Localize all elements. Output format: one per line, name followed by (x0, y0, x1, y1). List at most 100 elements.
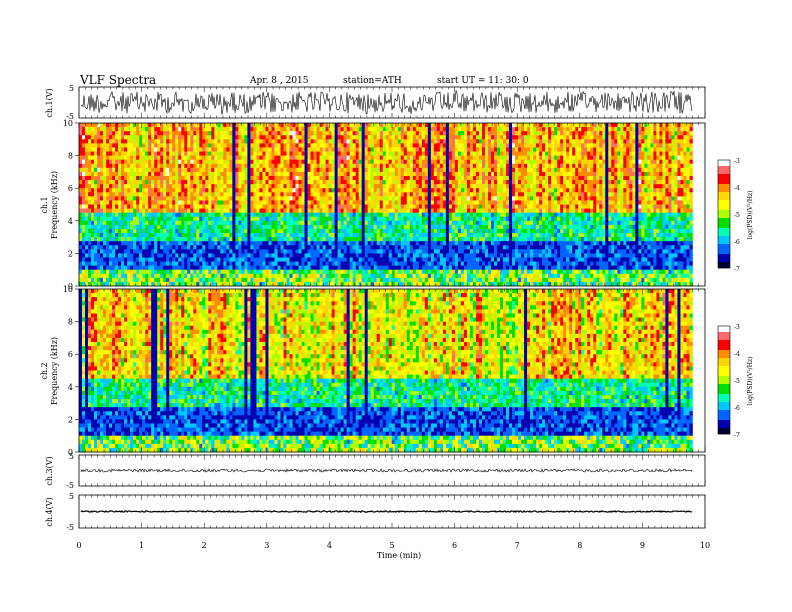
spectrogram-cell (253, 241, 257, 246)
spectrogram-cell (256, 245, 260, 250)
spectrogram-cell (208, 188, 212, 193)
spectrogram-cell (127, 257, 131, 262)
spectrogram-cell (259, 159, 263, 165)
spectrogram-cell (301, 151, 305, 156)
spectrogram-cell (235, 237, 239, 242)
spectrogram-cell (127, 228, 131, 234)
spectrogram-cell (403, 163, 408, 169)
spectrogram-cell (172, 208, 176, 213)
spectrogram-cell (181, 180, 185, 185)
spectrogram-cell (379, 167, 384, 173)
spectrogram-cell (79, 135, 83, 140)
spectrogram-cell (409, 135, 414, 140)
spectrogram-cell (109, 143, 113, 148)
spectrogram-cell (88, 257, 92, 262)
spectrogram-cell (166, 237, 170, 242)
spectrogram-cell (187, 127, 191, 132)
spectrogram-cell (163, 175, 167, 181)
spectrogram-cell (271, 155, 275, 160)
spectrogram-cell (427, 196, 432, 201)
spectrogram-cell (274, 147, 278, 152)
spectrogram-cell (106, 123, 110, 128)
spectrogram-cell (301, 212, 305, 218)
spectrogram-cell (94, 212, 98, 218)
spectrogram-cell (202, 241, 206, 246)
spectrogram-cell (244, 233, 248, 238)
spectrogram-cell (304, 123, 308, 128)
spectrogram-cell (289, 216, 293, 222)
spectrogram-cell (397, 163, 402, 169)
spectrogram-cell (409, 228, 414, 234)
spectrogram-cell (142, 131, 146, 136)
spectrogram-cell (292, 180, 296, 185)
spectrogram-cell (301, 228, 305, 234)
spectrogram-cell (109, 155, 113, 160)
spectrogram-cell (91, 237, 95, 242)
spectrogram-cell (106, 224, 110, 230)
spectrogram-cell (439, 265, 444, 271)
spectrogram-cell (232, 171, 236, 177)
spectrogram-cell (238, 167, 242, 173)
spectrogram-cell (232, 196, 236, 201)
spectrogram-cell (391, 123, 396, 128)
spectrogram-cell (400, 269, 405, 275)
spectrogram-cell (253, 167, 257, 173)
spectrogram-cell (220, 269, 224, 275)
spectrogram-cell (307, 204, 311, 209)
spectrogram-cell (148, 151, 152, 156)
spectrogram-cell (88, 220, 92, 226)
spectrogram-cell (103, 175, 107, 181)
spectrogram-cell (244, 184, 248, 189)
spectrogram-cell (340, 175, 344, 181)
spectrogram-cell (301, 249, 305, 254)
spectrogram-cell (232, 208, 236, 213)
spectrogram-cell (283, 216, 287, 222)
spectrogram-cell (337, 123, 341, 128)
spectrogram-cell (418, 208, 423, 213)
spectrogram-cell (418, 204, 423, 209)
spectrogram-cell (451, 139, 456, 144)
spectrogram-cell (403, 245, 408, 250)
spectrogram-cell (79, 204, 83, 209)
spectrogram-cell (439, 269, 444, 275)
spectrogram-cell (97, 245, 101, 250)
spectrogram-cell (226, 241, 230, 246)
spectrogram-cell (421, 257, 426, 262)
spectrogram-cell (82, 135, 86, 140)
spectrogram-cell (355, 216, 359, 222)
spectrogram-cell (178, 220, 182, 226)
spectrogram-cell (418, 245, 423, 250)
spectrogram-cell (139, 257, 143, 262)
spectrogram-cell (430, 216, 435, 222)
spectrogram-cell (193, 220, 197, 226)
spectrogram-cell (382, 127, 387, 132)
spectrogram-cell (187, 273, 191, 279)
spectrogram-cell (433, 245, 438, 250)
spectrogram-cell (253, 273, 257, 279)
spectrogram-cell (289, 245, 293, 250)
spectrogram-cell (145, 245, 149, 250)
spectrogram-cell (247, 143, 251, 148)
spectrogram-cell (367, 167, 372, 173)
spectrogram-cell (412, 273, 417, 279)
spectrogram-cell (364, 249, 368, 254)
spectrogram-cell (166, 249, 170, 254)
spectrogram-cell (334, 212, 338, 218)
spectrogram-cell (259, 196, 263, 201)
spectrogram-cell (217, 237, 221, 242)
spectrogram-cell (397, 228, 402, 234)
spectrogram-cell (163, 245, 167, 250)
spectrogram-cell (214, 228, 218, 234)
spectrogram-cell (391, 208, 396, 213)
spectrogram-cell (448, 167, 453, 173)
spectrogram-cell (169, 253, 173, 258)
spectrogram-cell (130, 216, 134, 222)
spectrogram-cell (88, 249, 92, 254)
spectrogram-cell (340, 159, 344, 165)
spectrogram-cell (373, 220, 378, 226)
spectrogram-cell (328, 175, 332, 181)
spectrogram-cell (88, 281, 92, 287)
spectrogram-cell (412, 188, 417, 193)
spectrogram-cell (259, 281, 263, 287)
spectrogram-cell (175, 277, 179, 283)
